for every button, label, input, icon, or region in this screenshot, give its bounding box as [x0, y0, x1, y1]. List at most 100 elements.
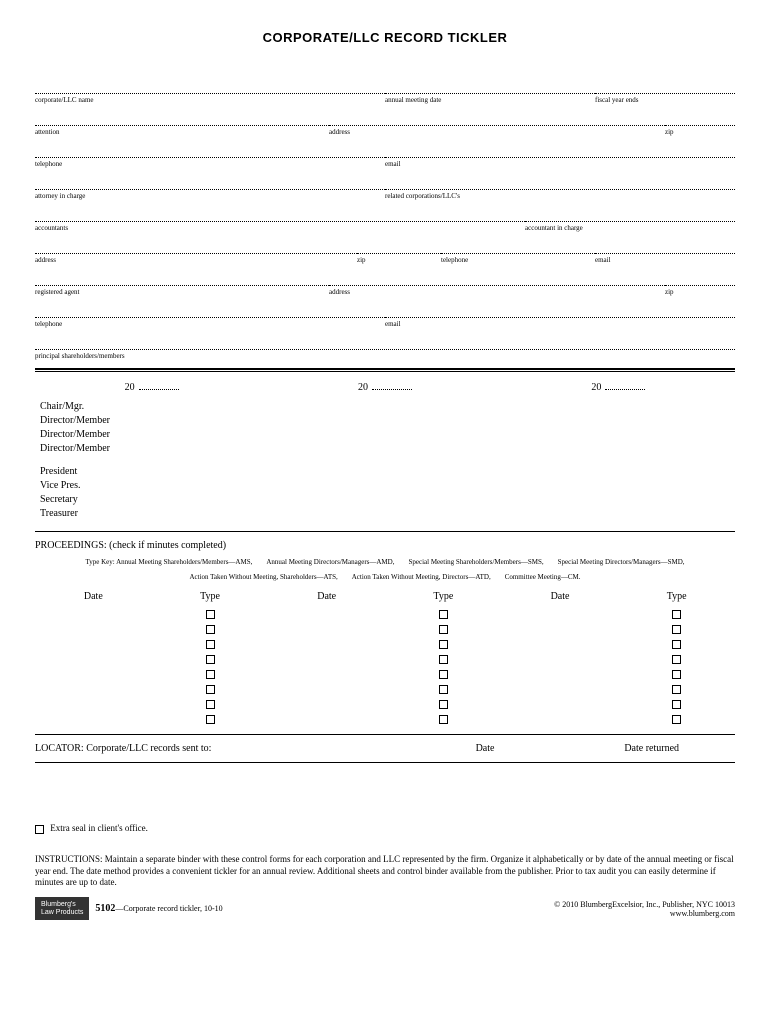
minutes-checkbox[interactable] [439, 715, 448, 724]
check-cell [152, 625, 269, 636]
minutes-checkbox[interactable] [439, 610, 448, 619]
field-registered-agent[interactable]: registered agent [35, 285, 329, 296]
minutes-checkbox[interactable] [672, 715, 681, 724]
field-zip[interactable]: zip [665, 125, 735, 136]
checkbox-table: DateTypeDateTypeDateType [35, 591, 735, 726]
extra-seal-label: Extra seal in client's office. [50, 823, 148, 833]
check-header-cell: Type [618, 591, 735, 602]
field-label: accountant in charge [525, 224, 735, 232]
locator-label: LOCATOR: Corporate/LLC records sent to: [35, 743, 402, 754]
check-row [35, 715, 735, 726]
page-title: CORPORATE/LLC RECORD TICKLER [35, 30, 735, 45]
field-label: zip [665, 288, 735, 296]
check-cell [152, 610, 269, 621]
checkbox-body [35, 610, 735, 726]
minutes-checkbox[interactable] [672, 625, 681, 634]
footer: Blumberg's Law Products 5102—Corporate r… [35, 897, 735, 920]
minutes-checkbox[interactable] [206, 655, 215, 664]
minutes-checkbox[interactable] [206, 610, 215, 619]
type-key-line2: Action Taken Without Meeting, Shareholde… [35, 572, 735, 583]
field-principal-shareholders-members[interactable]: principal shareholders/members [35, 349, 735, 360]
field-annual-meeting-date[interactable]: annual meeting date [385, 93, 595, 104]
field-accountant-in-charge[interactable]: accountant in charge [525, 221, 735, 232]
field-email[interactable]: email [595, 253, 735, 264]
minutes-checkbox[interactable] [206, 715, 215, 724]
year-col-1[interactable]: 20 [35, 382, 268, 393]
minutes-checkbox[interactable] [439, 640, 448, 649]
check-cell [268, 700, 385, 711]
check-cell [618, 625, 735, 636]
minutes-checkbox[interactable] [439, 670, 448, 679]
minutes-checkbox[interactable] [439, 700, 448, 709]
minutes-checkbox[interactable] [672, 685, 681, 694]
extra-seal-checkbox[interactable] [35, 825, 44, 834]
minutes-checkbox[interactable] [672, 700, 681, 709]
role-row: Director/Member [40, 415, 735, 426]
minutes-checkbox[interactable] [206, 670, 215, 679]
field-label: address [35, 256, 357, 264]
field-label: attorney in charge [35, 192, 385, 200]
check-cell [268, 625, 385, 636]
check-cell [618, 610, 735, 621]
minutes-checkbox[interactable] [206, 685, 215, 694]
minutes-checkbox[interactable] [206, 700, 215, 709]
locator-returned: Date returned [568, 743, 735, 754]
field-telephone[interactable]: telephone [35, 157, 385, 168]
year-row: 20 20 20 [35, 382, 735, 393]
role-row: Secretary [40, 494, 735, 505]
check-cell [385, 610, 502, 621]
check-cell [385, 655, 502, 666]
minutes-checkbox[interactable] [672, 670, 681, 679]
field-zip[interactable]: zip [357, 253, 441, 264]
field-corporate-LLC-name[interactable]: corporate/LLC name [35, 93, 385, 104]
check-cell [618, 655, 735, 666]
field-label: address [329, 128, 665, 136]
field-label: related corporations/LLC's [385, 192, 735, 200]
year-col-2[interactable]: 20 [268, 382, 501, 393]
field-attention[interactable]: attention [35, 125, 329, 136]
minutes-checkbox[interactable] [672, 610, 681, 619]
minutes-checkbox[interactable] [672, 655, 681, 664]
rule [35, 762, 735, 763]
check-cell [502, 640, 619, 651]
role-row: Treasurer [40, 508, 735, 519]
field-label: email [595, 256, 735, 264]
field-label: telephone [35, 320, 385, 328]
field-email[interactable]: email [385, 157, 735, 168]
minutes-checkbox[interactable] [206, 640, 215, 649]
check-cell [385, 640, 502, 651]
check-cell [502, 655, 619, 666]
field-email[interactable]: email [385, 317, 735, 328]
minutes-checkbox[interactable] [672, 640, 681, 649]
minutes-checkbox[interactable] [439, 655, 448, 664]
field-label: attention [35, 128, 329, 136]
field-address[interactable]: address [35, 253, 357, 264]
extra-seal-row: Extra seal in client's office. [35, 823, 735, 833]
instructions-text: INSTRUCTIONS: Maintain a separate binder… [35, 854, 735, 889]
check-cell [35, 610, 152, 621]
field-zip[interactable]: zip [665, 285, 735, 296]
field-attorney-in-charge[interactable]: attorney in charge [35, 189, 385, 200]
field-accountants[interactable]: accountants [35, 221, 525, 232]
check-cell [35, 715, 152, 726]
field-fiscal-year-ends[interactable]: fiscal year ends [595, 93, 735, 104]
check-cell [268, 685, 385, 696]
field-address[interactable]: address [329, 125, 665, 136]
field-related-corporations-LLC-s[interactable]: related corporations/LLC's [385, 189, 735, 200]
check-cell [618, 715, 735, 726]
check-cell [385, 670, 502, 681]
year-col-3[interactable]: 20 [502, 382, 735, 393]
role-row: Vice Pres. [40, 480, 735, 491]
minutes-checkbox[interactable] [439, 625, 448, 634]
check-cell [268, 670, 385, 681]
check-cell [152, 700, 269, 711]
check-cell [35, 685, 152, 696]
field-telephone[interactable]: telephone [35, 317, 385, 328]
check-cell [385, 625, 502, 636]
minutes-checkbox[interactable] [439, 685, 448, 694]
field-telephone[interactable]: telephone [441, 253, 595, 264]
minutes-checkbox[interactable] [206, 625, 215, 634]
field-address[interactable]: address [329, 285, 665, 296]
publisher-logo: Blumberg's Law Products [35, 897, 89, 920]
check-cell [35, 640, 152, 651]
